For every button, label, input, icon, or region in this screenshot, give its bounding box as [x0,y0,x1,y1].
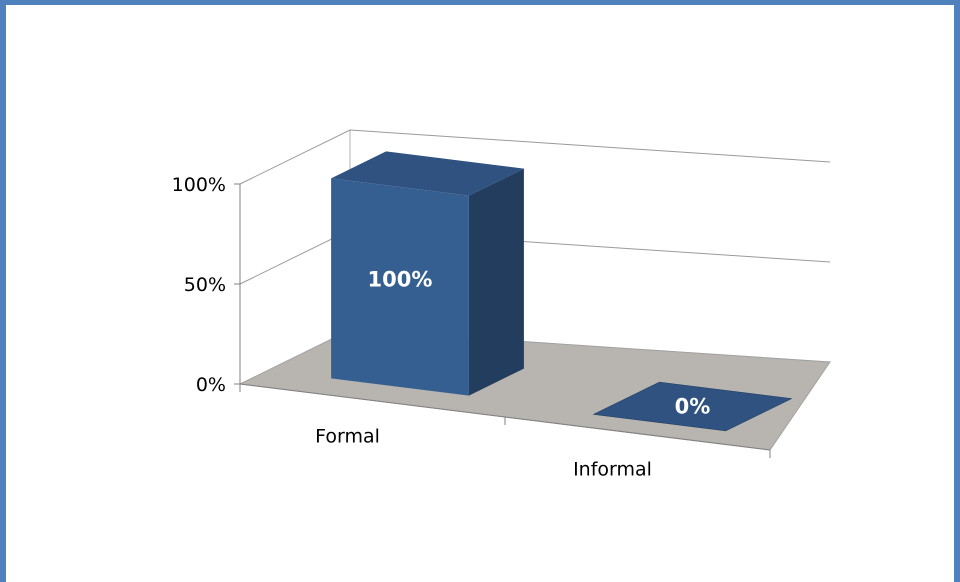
bar [592,381,793,432]
bar-side [468,168,524,396]
x-category-label: Formal [315,426,380,448]
bar [331,178,469,396]
x-category-label: Informal [573,459,652,481]
y-tick-label: 50% [184,274,226,296]
y-tick-label: 100% [172,174,226,196]
data-label: 100% [368,267,433,291]
data-label: 0% [675,395,711,419]
y-tick-label: 0% [196,374,226,396]
bar-top [331,151,524,196]
gridline [239,129,831,185]
gridline [239,229,831,285]
